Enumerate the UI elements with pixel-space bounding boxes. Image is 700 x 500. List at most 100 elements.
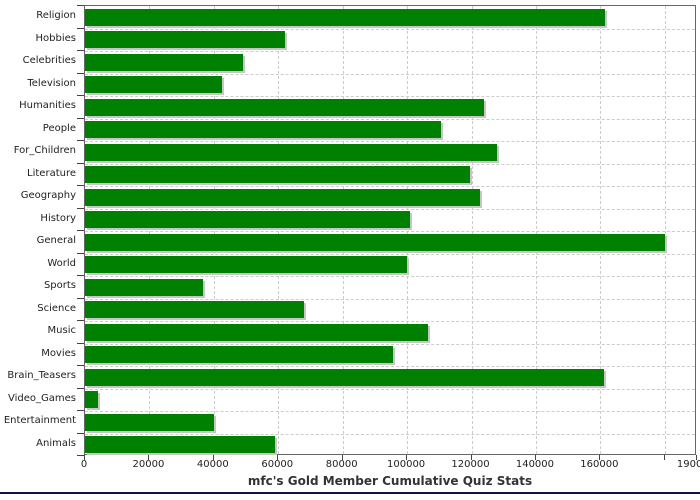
- x-axis-tick: [406, 455, 408, 460]
- y-axis-tick: [77, 207, 84, 209]
- plot-area: [84, 5, 696, 455]
- y-label-video_games: Video_Games: [8, 392, 76, 404]
- y-label-geography: Geography: [20, 190, 76, 201]
- x-axis-tick: [277, 455, 279, 460]
- y-axis-tick: [77, 5, 84, 6]
- bar-hobbies: [85, 31, 285, 48]
- gridline-vertical: [407, 6, 409, 454]
- y-label-humanities: Humanities: [19, 100, 76, 111]
- y-axis-tick: [77, 95, 84, 96]
- gridline-horizontal: [85, 186, 695, 187]
- y-label-religion: Religion: [36, 10, 76, 21]
- y-axis-tick: [77, 27, 84, 29]
- gridline-vertical: [471, 6, 473, 454]
- y-axis-tick: [77, 455, 84, 456]
- x-axis-tick: [663, 455, 665, 460]
- y-axis-tick: [77, 297, 84, 299]
- bar-history: [85, 211, 411, 228]
- y-axis-tick: [77, 185, 84, 186]
- y-axis-tick: [77, 230, 84, 231]
- bar-entertainment: [85, 413, 214, 431]
- y-axis-tick: [77, 342, 84, 344]
- y-label-music: Music: [47, 325, 76, 336]
- bar-world: [85, 256, 408, 273]
- y-axis-tick: [77, 117, 84, 119]
- x-tick-label: 190000: [676, 459, 700, 470]
- x-axis-tick: [470, 455, 472, 460]
- bar-people: [85, 121, 441, 138]
- gridline-horizontal: [85, 208, 695, 210]
- bar-sports: [85, 278, 203, 296]
- gridline-vertical: [664, 6, 666, 454]
- x-axis-tick: [534, 455, 536, 460]
- y-axis-tick: [77, 140, 84, 141]
- gridline-horizontal: [85, 73, 695, 75]
- y-label-literature: Literature: [27, 167, 76, 179]
- x-tick-label: 40000: [196, 459, 229, 470]
- gridline-vertical: [342, 6, 344, 454]
- x-tick-label: 0: [80, 459, 88, 470]
- x-tick-label: 120000: [451, 459, 490, 470]
- gridline-horizontal: [85, 321, 695, 322]
- gridline-horizontal: [85, 51, 695, 52]
- x-axis-tick: [696, 455, 697, 460]
- y-label-hobbies: Hobbies: [35, 32, 76, 44]
- y-axis-tick: [77, 275, 84, 276]
- gridline-horizontal: [85, 433, 695, 435]
- gridline-horizontal: [85, 141, 695, 142]
- y-axis-tick: [77, 410, 84, 411]
- gridline-horizontal: [85, 28, 695, 30]
- x-axis-tick: [341, 455, 343, 460]
- y-axis-tick: [77, 72, 84, 74]
- y-label-animals: Animals: [36, 437, 76, 449]
- x-tick-label: 80000: [325, 459, 358, 470]
- bar-video_games: [85, 391, 98, 408]
- y-axis-tick: [77, 252, 84, 254]
- bar-celebrities: [85, 53, 243, 71]
- y-axis-tick: [77, 432, 84, 434]
- gridline-horizontal: [85, 366, 695, 367]
- gridline-horizontal: [85, 298, 695, 300]
- gridline-vertical: [149, 6, 151, 454]
- bar-geography: [85, 188, 480, 206]
- x-axis-tick: [84, 455, 85, 460]
- x-tick-label: 140000: [515, 459, 555, 470]
- y-label-sports: Sports: [43, 280, 76, 291]
- gridline-horizontal: [85, 253, 695, 255]
- gridline-vertical: [600, 6, 602, 454]
- gridline-horizontal: [85, 343, 695, 345]
- bar-literature: [85, 166, 470, 183]
- y-label-for_children: For_Children: [13, 145, 76, 156]
- x-tick-label: 60000: [261, 459, 294, 470]
- x-tick-label: 160000: [580, 459, 619, 470]
- gridline-horizontal: [85, 276, 695, 277]
- gridline-horizontal: [85, 163, 695, 165]
- y-label-science: Science: [37, 302, 76, 314]
- y-label-movies: Movies: [41, 347, 76, 359]
- y-axis-tick: [77, 365, 84, 366]
- y-label-celebrities: Celebrities: [22, 55, 76, 66]
- y-label-people: People: [42, 122, 76, 134]
- chart-title: mfc's Gold Member Cumulative Quiz Stats: [247, 474, 533, 488]
- bar-general: [85, 233, 665, 251]
- y-axis-tick: [77, 162, 84, 164]
- gridline-horizontal: [85, 388, 695, 390]
- y-axis-tick: [77, 50, 84, 51]
- y-axis-tick: [77, 320, 84, 321]
- y-label-brain_teasers: Brain_Teasers: [7, 370, 76, 381]
- bar-religion: [85, 8, 606, 26]
- bar-animals: [85, 436, 276, 453]
- x-axis-tick: [212, 455, 214, 460]
- y-label-television: Television: [27, 77, 76, 89]
- bar-music: [85, 323, 429, 341]
- gridline-horizontal: [85, 96, 695, 97]
- gridline-horizontal: [85, 411, 695, 412]
- y-label-history: History: [40, 212, 76, 224]
- bar-for_children: [85, 143, 498, 161]
- y-label-entertainment: Entertainment: [3, 415, 76, 426]
- bar-movies: [85, 346, 393, 363]
- x-axis-tick: [599, 455, 601, 460]
- x-axis-tick: [148, 455, 150, 460]
- gridline-horizontal: [85, 118, 695, 120]
